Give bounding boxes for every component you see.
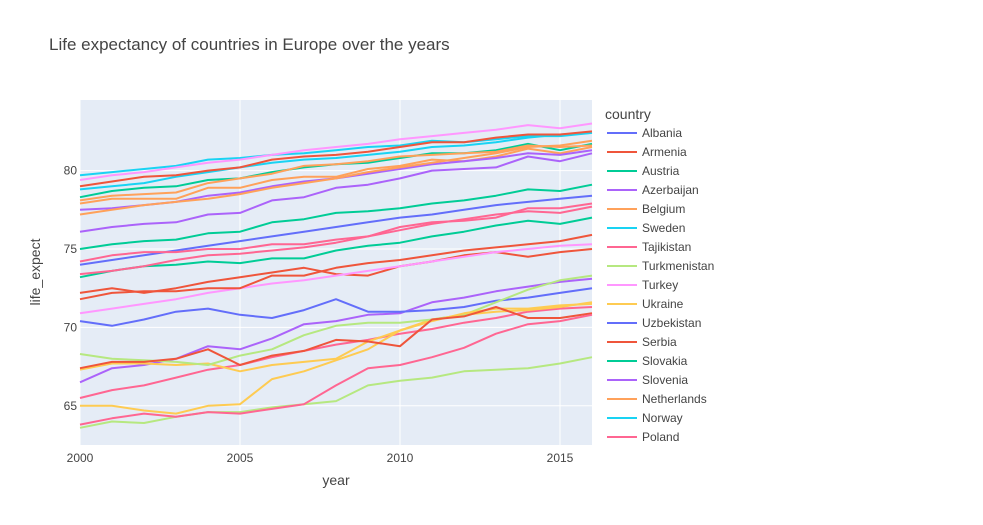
legend-label: Uzbekistan (642, 316, 701, 330)
series-line (79, 274, 593, 366)
legend-title: country (605, 106, 651, 122)
legend-item[interactable]: Norway (607, 411, 683, 425)
legend-item[interactable]: Slovenia (607, 373, 688, 387)
legend-item[interactable]: Poland (607, 430, 679, 444)
legend-label: Serbia (642, 335, 677, 349)
legend-label: Turkey (642, 278, 678, 292)
series-lines (79, 122, 593, 429)
legend-label: Poland (642, 430, 679, 444)
legend-label: Azerbaijan (642, 183, 699, 197)
series-line (79, 356, 593, 429)
x-tick-label: 2005 (227, 451, 254, 465)
legend-item[interactable]: Uzbekistan (607, 316, 701, 330)
legend-label: Albania (642, 126, 682, 140)
legend-item[interactable]: Slovakia (607, 354, 688, 368)
series-line (79, 216, 593, 279)
legend-item[interactable]: Turkmenistan (607, 259, 714, 273)
x-tick-label: 2015 (547, 451, 574, 465)
legend-label: Norway (642, 411, 683, 425)
legend-item[interactable]: Belgium (607, 202, 685, 216)
series-line (79, 306, 593, 399)
series-line (79, 130, 593, 188)
series-line (79, 139, 593, 216)
legend-item[interactable]: Turkey (607, 278, 678, 292)
series-line (79, 144, 593, 202)
series-line (79, 243, 593, 315)
series-line (79, 233, 593, 301)
series-line (79, 146, 593, 205)
legend-label: Belgium (642, 202, 685, 216)
y-tick-label: 70 (64, 320, 78, 334)
legend-item[interactable]: Ukraine (607, 297, 684, 311)
legend-label: Armenia (642, 145, 687, 159)
chart-title: Life expectancy of countries in Europe o… (49, 35, 450, 54)
legend-label: Netherlands (642, 392, 707, 406)
series-line (79, 287, 593, 327)
legend-item[interactable]: Netherlands (607, 392, 707, 406)
legend-label: Slovakia (642, 354, 688, 368)
legend-label: Ukraine (642, 297, 684, 311)
series-line (79, 122, 593, 181)
legend[interactable]: Albania Armenia Austria Azerbaijan Belgium Sw… (607, 126, 714, 444)
series-line (79, 152, 593, 233)
x-axis-ticks: 2000 2005 2010 2015 (67, 451, 574, 465)
legend-item[interactable]: Serbia (607, 335, 677, 349)
x-tick-label: 2010 (387, 451, 414, 465)
x-tick-label: 2000 (67, 451, 94, 465)
y-tick-label: 65 (64, 399, 78, 413)
series-line (80, 302, 593, 415)
series-line (79, 306, 593, 370)
series-line (79, 131, 593, 177)
y-axis-ticks: 65 70 75 80 (64, 164, 78, 413)
legend-label: Slovenia (642, 373, 688, 387)
y-tick-label: 75 (64, 242, 78, 256)
y-tick-label: 80 (64, 164, 78, 178)
series-line (79, 183, 593, 250)
legend-label: Austria (642, 164, 680, 178)
series-line (79, 248, 593, 294)
legend-item[interactable]: Azerbaijan (607, 183, 699, 197)
y-axis-title: life_expect (27, 238, 43, 305)
series-line (79, 313, 593, 426)
series-line (79, 131, 593, 191)
legend-item[interactable]: Tajikistan (607, 240, 691, 254)
legend-label: Sweden (642, 221, 685, 235)
x-axis-title: year (322, 472, 350, 488)
legend-item[interactable]: Sweden (607, 221, 685, 235)
legend-item[interactable]: Albania (607, 126, 682, 140)
series-line (79, 205, 593, 276)
legend-label: Turkmenistan (642, 259, 714, 273)
legend-item[interactable]: Armenia (607, 145, 687, 159)
legend-label: Tajikistan (642, 240, 691, 254)
series-line (79, 202, 593, 263)
legend-item[interactable]: Austria (607, 164, 680, 178)
